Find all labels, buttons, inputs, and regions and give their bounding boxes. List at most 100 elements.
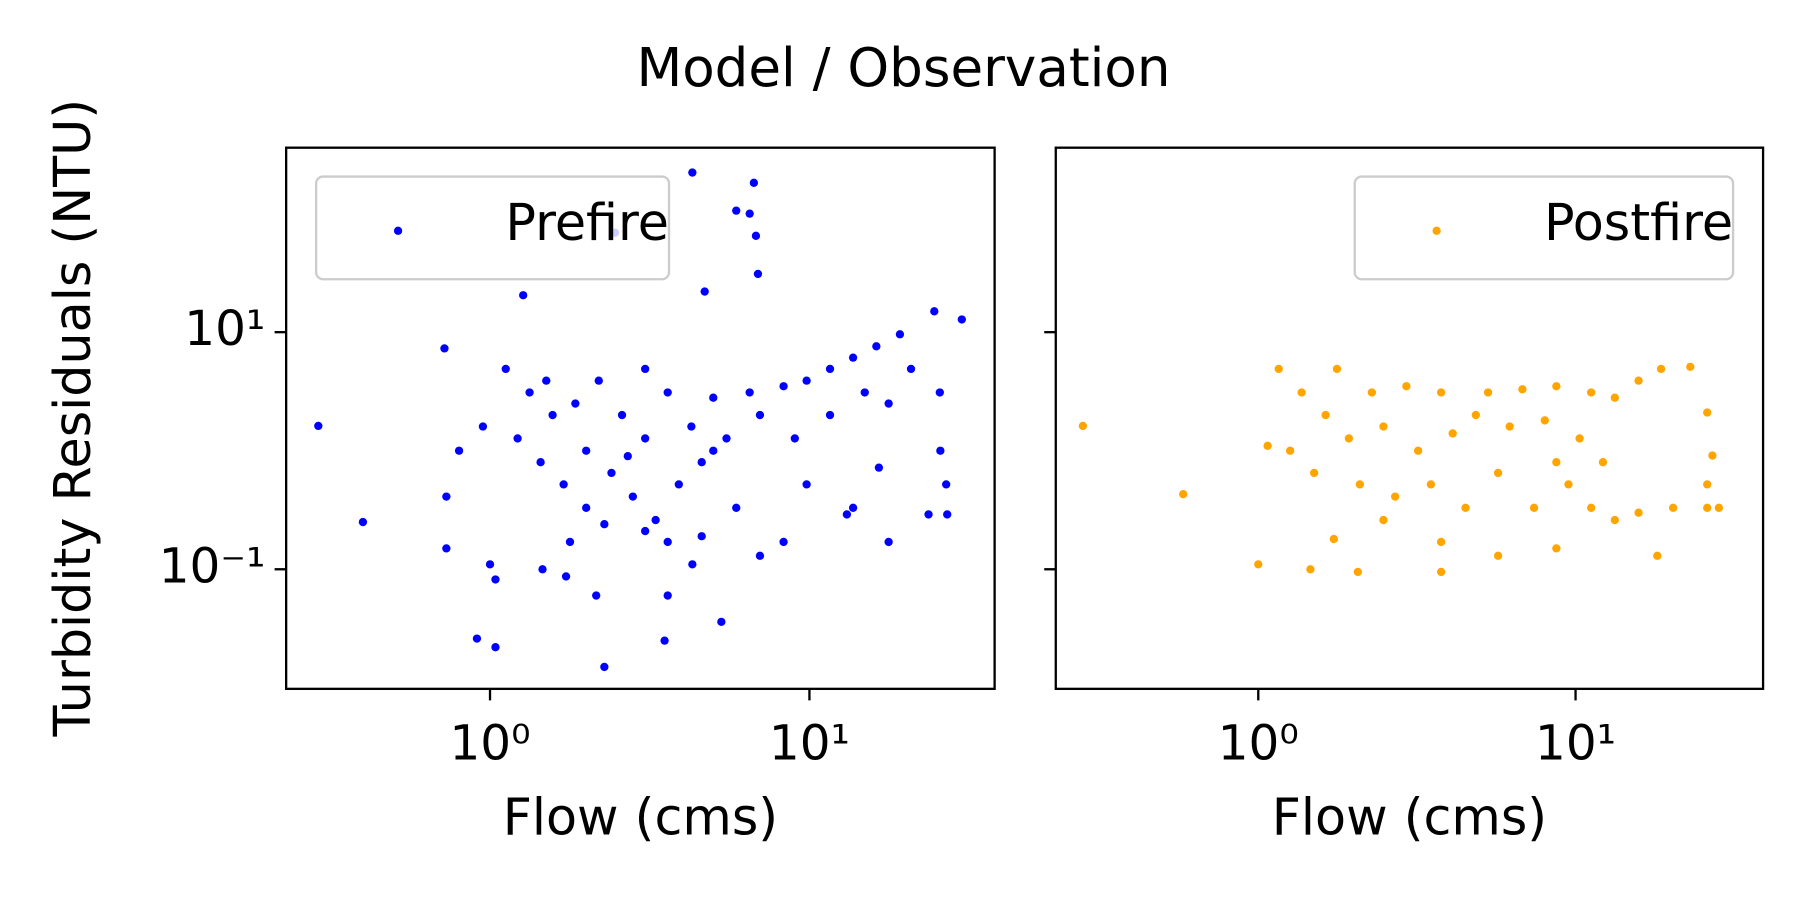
subplot: 10⁰ 10¹ Flow (cms) Postfire <box>1044 146 1765 846</box>
point <box>687 422 696 431</box>
point <box>538 565 547 574</box>
point <box>957 315 966 324</box>
x-tick-label: 10⁰ <box>1218 716 1299 772</box>
point <box>594 376 603 385</box>
point <box>755 551 765 560</box>
point <box>536 458 545 467</box>
point <box>1703 503 1712 512</box>
point <box>1529 503 1539 512</box>
point <box>935 388 944 397</box>
point <box>1610 515 1619 525</box>
point <box>1461 503 1470 512</box>
point <box>779 537 788 547</box>
point <box>1436 537 1446 547</box>
point <box>513 434 522 443</box>
point <box>442 544 451 553</box>
point <box>1483 388 1493 397</box>
point <box>660 636 669 645</box>
point <box>592 591 601 600</box>
point <box>1309 468 1319 478</box>
legend-box <box>1353 175 1735 281</box>
legend-marker <box>393 226 403 235</box>
point <box>440 344 449 353</box>
point <box>709 393 718 402</box>
point <box>732 503 741 512</box>
point <box>895 330 905 339</box>
point <box>753 269 763 279</box>
point <box>1367 388 1376 397</box>
point <box>906 364 916 374</box>
point <box>697 458 706 467</box>
axes-frame <box>285 146 996 690</box>
point <box>485 560 495 569</box>
point <box>565 537 575 547</box>
point <box>1274 364 1283 374</box>
point <box>674 480 683 489</box>
point <box>1505 422 1514 431</box>
point <box>607 468 616 478</box>
figure-title: Model / Observation <box>636 37 1170 99</box>
point <box>1332 364 1342 374</box>
point <box>1703 408 1712 417</box>
point <box>1686 362 1695 371</box>
point <box>600 662 609 672</box>
point <box>848 353 858 362</box>
point <box>641 434 650 443</box>
point <box>1329 534 1338 544</box>
point <box>1552 382 1561 391</box>
point <box>663 537 672 547</box>
point <box>874 463 884 472</box>
point <box>825 364 835 374</box>
point <box>1078 421 1088 431</box>
point <box>700 287 709 296</box>
point <box>745 388 754 397</box>
point <box>802 376 811 385</box>
point <box>1426 480 1436 489</box>
point <box>358 517 368 527</box>
point <box>1610 393 1619 402</box>
point <box>1656 364 1666 374</box>
point <box>1575 434 1584 443</box>
point <box>924 510 933 519</box>
point <box>442 492 451 501</box>
point <box>1306 565 1315 574</box>
point <box>501 364 510 374</box>
point <box>1634 376 1643 385</box>
legend-label: Postfire <box>1544 193 1733 252</box>
point <box>582 446 591 455</box>
point <box>936 446 945 455</box>
point <box>454 446 464 455</box>
point <box>641 364 650 374</box>
point <box>884 537 893 547</box>
point <box>582 503 591 512</box>
legend: Postfire <box>1353 175 1735 281</box>
point <box>717 617 726 627</box>
axes-frame <box>1054 146 1765 690</box>
point <box>1634 508 1643 517</box>
x-axis-label: Flow (cms) <box>503 787 778 846</box>
x-tick-label: 10¹ <box>769 716 850 772</box>
point <box>930 307 939 316</box>
subplot: 10⁰ 10¹ 10⁻¹ 10¹ Flow (cms) Prefire <box>159 146 996 846</box>
point <box>1493 551 1503 560</box>
point <box>1402 382 1411 391</box>
point <box>1379 422 1388 431</box>
point <box>709 446 718 455</box>
point <box>1714 503 1724 512</box>
point <box>1703 480 1712 489</box>
point <box>1518 385 1527 394</box>
point <box>884 399 893 408</box>
point <box>663 591 672 600</box>
point <box>779 382 788 391</box>
point <box>755 410 765 420</box>
point <box>548 410 557 420</box>
point <box>1436 567 1446 577</box>
point <box>663 388 672 397</box>
point <box>1668 503 1678 512</box>
legend-box <box>315 175 671 281</box>
point <box>745 209 754 218</box>
point <box>1708 451 1717 460</box>
point <box>623 451 632 461</box>
